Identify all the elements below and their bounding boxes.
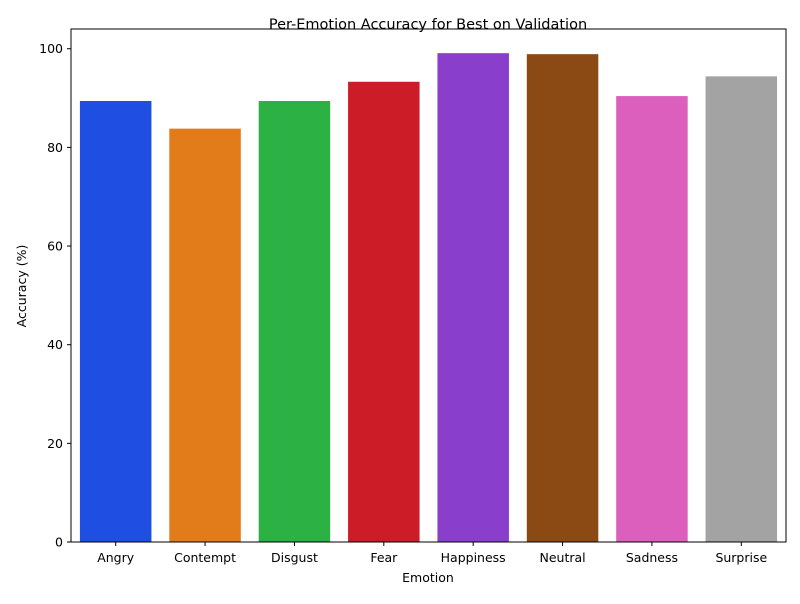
x-tick-label: Sadness — [626, 550, 678, 565]
x-tick-label: Surprise — [715, 550, 767, 565]
bar-happiness — [437, 53, 509, 542]
x-tick-label: Fear — [370, 550, 398, 565]
y-tick-label: 0 — [55, 535, 63, 550]
x-tick-label: Happiness — [441, 550, 506, 565]
x-tick-label: Disgust — [271, 550, 318, 565]
bar-fear — [348, 81, 420, 542]
bar-surprise — [705, 76, 778, 542]
x-axis-ticks: Angry Contempt Disgust Fear Happiness Neutral… — [97, 542, 767, 565]
x-axis-label: Emotion — [402, 570, 454, 585]
y-tick-label: 80 — [47, 140, 63, 155]
y-tick-label: 20 — [47, 436, 63, 451]
y-axis-label: Accuracy (%) — [14, 245, 29, 328]
bar-angry — [79, 101, 152, 543]
y-tick-label: 100 — [39, 41, 63, 56]
x-tick-label: Contempt — [174, 550, 236, 565]
y-tick-label: 60 — [47, 239, 63, 254]
bar-contempt — [169, 128, 241, 542]
plot-frame — [70, 28, 787, 543]
x-tick-label: Neutral — [539, 550, 585, 565]
bars-group — [79, 53, 778, 543]
bar-sadness — [616, 96, 688, 542]
bar-disgust — [258, 101, 331, 543]
chart-title: Per-Emotion Accuracy for Best on Validat… — [269, 17, 587, 33]
y-tick-label: 40 — [47, 337, 63, 352]
x-tick-label: Angry — [97, 550, 135, 565]
y-axis-ticks: 0 20 40 60 80 100 — [39, 41, 71, 550]
bar-neutral — [526, 54, 599, 542]
